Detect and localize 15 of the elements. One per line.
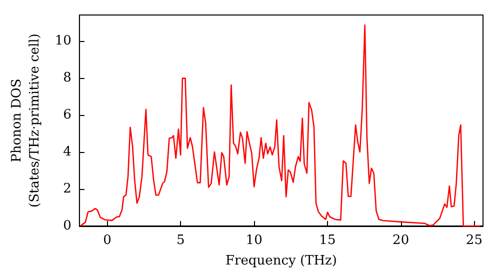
y-tick-label: 2 bbox=[63, 181, 72, 196]
y-axis-title: Phonon DOS (States/THz·primitive cell) bbox=[10, 33, 42, 208]
x-tick-label: 0 bbox=[103, 233, 112, 248]
x-tick-label: 5 bbox=[176, 233, 185, 248]
x-tick-label: 10 bbox=[246, 233, 262, 248]
y-tick-label: 4 bbox=[63, 144, 72, 160]
x-tick-label: 20 bbox=[392, 233, 410, 248]
y-tick-label: 10 bbox=[54, 33, 72, 48]
y-tick-label: 0 bbox=[63, 218, 72, 234]
y-tick-label: 8 bbox=[63, 70, 72, 86]
x-tick-label: 15 bbox=[319, 233, 336, 248]
x-axis-title: Frequency (THz) bbox=[225, 253, 337, 268]
y-tick-label: 6 bbox=[63, 107, 72, 122]
x-tick-label: 25 bbox=[466, 233, 482, 248]
line-series bbox=[80, 24, 481, 227]
